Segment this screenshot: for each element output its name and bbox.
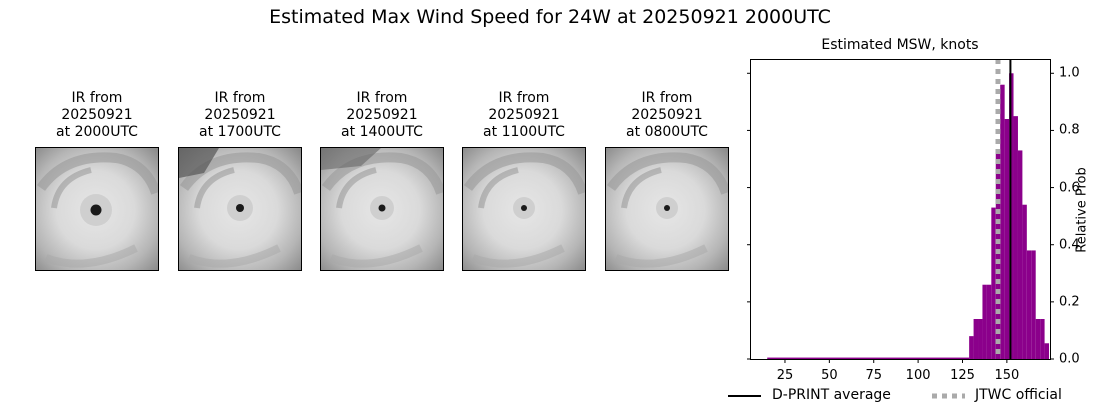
y-tick-label: 0.2 xyxy=(1059,294,1080,310)
legend-solid-line-icon xyxy=(728,395,761,397)
x-tick-label: 25 xyxy=(776,368,794,383)
ir-satellite-image xyxy=(178,147,302,271)
ir-satellite-image xyxy=(35,147,159,271)
histogram-bar xyxy=(1000,84,1005,359)
histogram-bar xyxy=(1026,250,1032,359)
histogram-bar xyxy=(767,357,970,359)
ir-satellite-image xyxy=(462,147,586,271)
plot-frame xyxy=(750,59,1051,360)
y-tick-label: 1.0 xyxy=(1059,65,1080,81)
histogram-bar xyxy=(1013,116,1018,360)
histogram-bar xyxy=(973,319,979,359)
histogram-bar xyxy=(982,284,987,359)
histogram-bar xyxy=(1031,250,1036,359)
ir-satellite-image xyxy=(605,147,729,271)
legend-dotted-line-icon xyxy=(932,393,965,399)
histogram-bar xyxy=(978,319,983,359)
x-tick-label: 150 xyxy=(994,368,1020,383)
ir-panel-title: IR from 20250921 at 1700UTC xyxy=(199,90,281,140)
histogram-bar xyxy=(969,336,974,359)
histogram-bar xyxy=(1022,204,1027,359)
y-tick-label: 0.0 xyxy=(1059,351,1080,367)
legend-jtwc-label: JTWC official xyxy=(975,387,1062,403)
histogram-bar xyxy=(1017,150,1023,359)
legend-dprint-label: D-PRINT average xyxy=(772,387,891,403)
histogram-bar xyxy=(986,284,992,359)
ir-satellite-image xyxy=(320,147,444,271)
ir-panel-title: IR from 20250921 at 2000UTC xyxy=(56,90,138,140)
ir-panel-title: IR from 20250921 at 0800UTC xyxy=(626,90,708,140)
figure-title: Estimated Max Wind Speed for 24W at 2025… xyxy=(269,6,831,28)
histogram-bar xyxy=(1040,319,1045,359)
x-tick-label: 75 xyxy=(865,368,882,383)
histogram-bar xyxy=(1035,319,1041,359)
y-tick-label: 0.6 xyxy=(1059,180,1080,196)
y-axis-label: Relative Prob xyxy=(1074,167,1090,253)
x-tick-label: 50 xyxy=(821,368,838,383)
histogram-bar xyxy=(1044,343,1050,359)
ir-panel-title: IR from 20250921 at 1400UTC xyxy=(341,90,423,140)
y-tick-label: 0.8 xyxy=(1059,122,1080,138)
histogram-bar xyxy=(995,153,1001,359)
x-tick-label: 100 xyxy=(905,368,931,383)
ir-panel-title: IR from 20250921 at 1100UTC xyxy=(483,90,565,140)
y-tick-label: 0.4 xyxy=(1059,237,1080,253)
x-tick-label: 125 xyxy=(950,368,975,383)
chart-title: Estimated MSW, knots xyxy=(821,37,979,53)
histogram-bar xyxy=(1004,119,1010,359)
histogram-bar xyxy=(991,207,996,359)
